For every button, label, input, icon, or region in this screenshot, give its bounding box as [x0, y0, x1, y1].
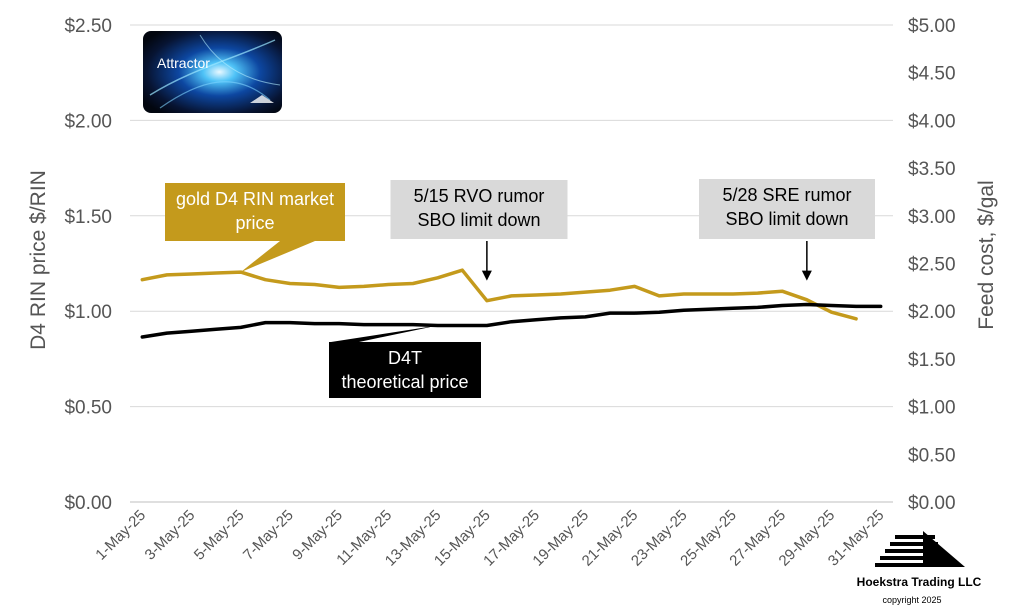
callout-box — [329, 342, 481, 398]
right-tick-label: $0.50 — [908, 445, 956, 466]
callout-text: SBO limit down — [725, 209, 848, 229]
attractor-logo: Attractor — [143, 31, 282, 113]
right-tick-label: $4.00 — [908, 111, 956, 132]
right-tick-label: $5.00 — [908, 16, 956, 37]
right-tick-label: $3.50 — [908, 159, 956, 180]
left-tick-label: $2.50 — [64, 16, 112, 37]
right-tick-label: $1.50 — [908, 350, 956, 371]
callout: 5/28 SRE rumor SBO limit down — [699, 179, 875, 281]
left-tick-label: $1.50 — [64, 207, 112, 228]
callout-text: SBO limit down — [417, 210, 540, 230]
x-axis-ticks: 1-May-253-May-255-May-257-May-259-May-25… — [92, 507, 887, 570]
callout: gold D4 RIN market price — [165, 183, 345, 273]
right-tick-label: $1.00 — [908, 398, 956, 419]
right-axis-title: Feed cost, $/gal — [975, 180, 998, 329]
callout: D4T theoretical price — [329, 325, 481, 398]
annotations: gold D4 RIN market price 5/15 RVO rumor SBO… — [165, 179, 875, 398]
x-tick-label: 7-May-25 — [240, 507, 297, 564]
gold-rin-price-line — [140, 268, 858, 321]
callout-text: 5/15 RVO rumor — [414, 186, 545, 206]
x-tick-label: 1-May-25 — [92, 507, 149, 564]
hoekstra-logo: Hoekstra Trading LLC copyright 2025 — [857, 531, 982, 605]
series-lines — [140, 268, 883, 339]
right-tick-label: $4.50 — [908, 64, 956, 85]
callout-text: price — [235, 213, 274, 233]
left-axis-ticks: $0.00 $0.50 $1.00 $1.50 $2.00 $2.50 — [64, 16, 112, 514]
right-tick-label: $2.50 — [908, 255, 956, 276]
callout-pointer — [331, 325, 438, 342]
hoekstra-logo-mark — [875, 531, 965, 567]
callout-text: D4T — [388, 348, 422, 368]
callout-box — [699, 179, 875, 239]
callout-text: gold D4 RIN market — [176, 189, 334, 209]
callout-arrowhead — [481, 270, 492, 281]
hoekstra-company-name: Hoekstra Trading LLC — [857, 575, 982, 589]
left-axis-title: D4 RIN price $/RIN — [27, 170, 50, 350]
left-tick-label: $0.00 — [64, 493, 112, 514]
callout-box — [390, 180, 568, 239]
callout-pointer — [240, 241, 315, 273]
right-axis-ticks: $0.00 $0.50 $1.00 $1.50 $2.00 $2.50 $3.00 $3.50… — [908, 16, 956, 514]
right-tick-label: $3.00 — [908, 207, 956, 228]
left-tick-label: $2.00 — [64, 111, 112, 132]
right-tick-label: $0.00 — [908, 493, 956, 514]
d4t-theoretical-line — [140, 302, 883, 339]
right-tick-label: $2.00 — [908, 302, 956, 323]
hoekstra-copyright: copyright 2025 — [882, 595, 941, 605]
attractor-logo-text: Attractor — [157, 55, 210, 71]
callout-box — [165, 183, 345, 241]
callout-text: 5/28 SRE rumor — [722, 185, 851, 205]
left-tick-label: $0.50 — [64, 398, 112, 419]
callout: 5/15 RVO rumor SBO limit down — [390, 180, 568, 281]
callout-arrowhead — [801, 270, 812, 281]
left-tick-label: $1.00 — [64, 302, 112, 323]
x-tick-label: 3-May-25 — [142, 507, 199, 564]
x-tick-label: 5-May-25 — [191, 507, 248, 564]
callout-text: theoretical price — [341, 372, 468, 392]
